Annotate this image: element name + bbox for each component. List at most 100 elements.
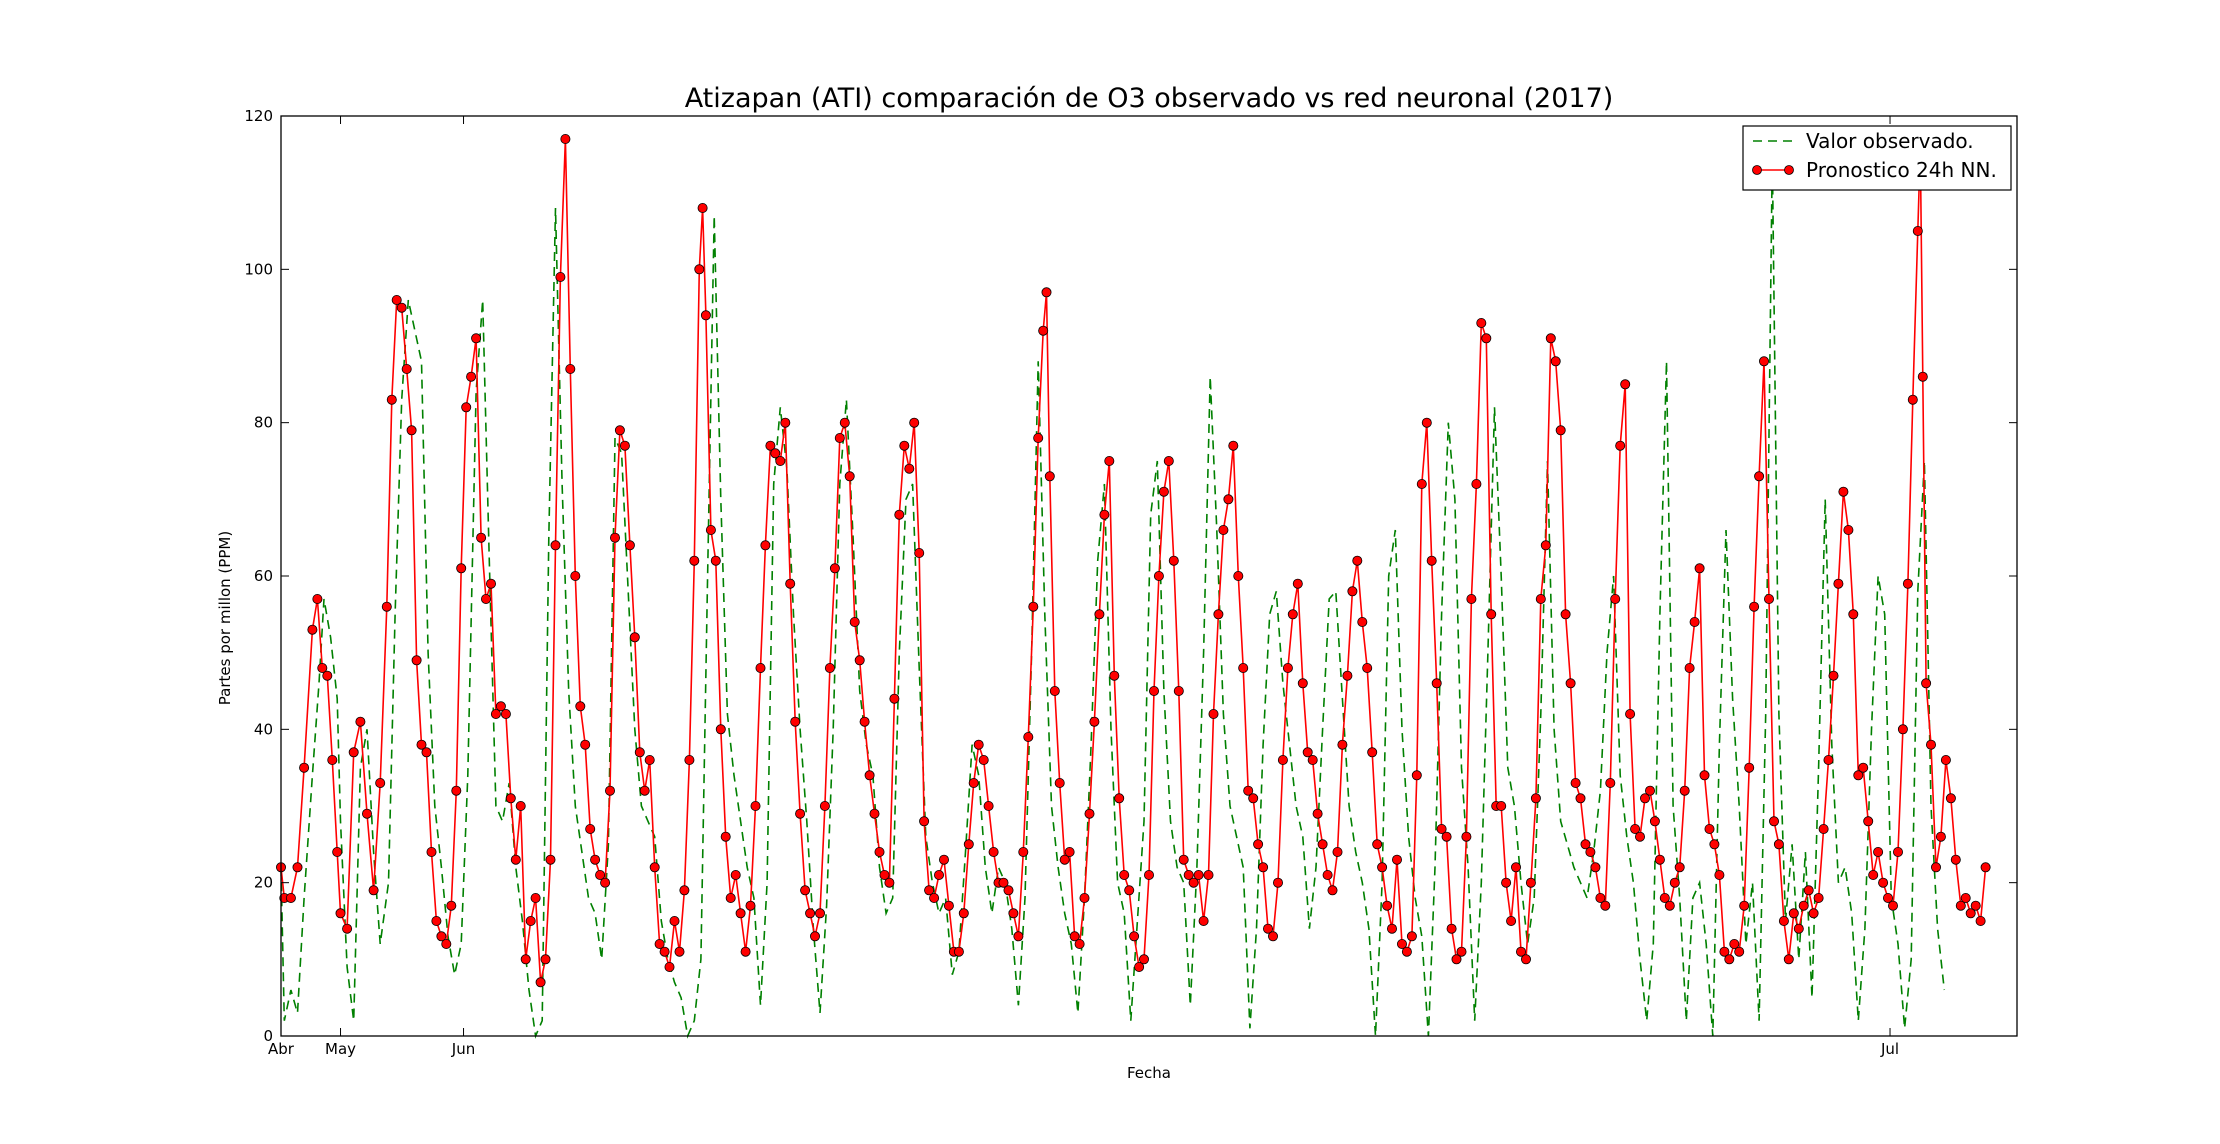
forecast-point xyxy=(1823,755,1834,766)
forecast-point xyxy=(1382,900,1393,911)
forecast-point xyxy=(1649,816,1660,827)
forecast-point xyxy=(1268,931,1279,942)
forecast-point xyxy=(1263,923,1274,934)
y-tick-label: 60 xyxy=(254,567,273,585)
forecast-point xyxy=(1277,755,1288,766)
forecast-point xyxy=(1033,432,1044,443)
forecast-point xyxy=(750,801,761,812)
forecast-point xyxy=(634,747,645,758)
forecast-point xyxy=(1838,486,1849,497)
forecast-point xyxy=(560,133,571,144)
forecast-point xyxy=(375,778,386,789)
forecast-point xyxy=(1013,931,1024,942)
legend-forecast-marker-right xyxy=(1784,165,1794,175)
forecast-point xyxy=(1764,594,1775,605)
forecast-point xyxy=(697,202,708,213)
forecast-point xyxy=(1560,609,1571,620)
forecast-point xyxy=(1858,762,1869,773)
forecast-point xyxy=(1446,923,1457,934)
forecast-point xyxy=(854,655,865,666)
forecast-point xyxy=(639,785,650,796)
forecast-point xyxy=(1501,877,1512,888)
forecast-point xyxy=(605,785,616,796)
forecast-point xyxy=(1041,287,1052,298)
forecast-point xyxy=(664,962,675,973)
forecast-point xyxy=(988,847,999,858)
forecast-point xyxy=(1625,709,1636,720)
forecast-point xyxy=(1783,954,1794,965)
forecast-point xyxy=(1605,778,1616,789)
forecast-point xyxy=(292,862,303,873)
forecast-point xyxy=(446,900,457,911)
forecast-point xyxy=(1912,225,1923,236)
forecast-point xyxy=(1008,908,1019,919)
legend-forecast-marker-left xyxy=(1752,165,1762,175)
ticks-layer: 0 20 40 60 80 100 120 Abr May Jun Jul xyxy=(244,107,2017,1058)
forecast-point xyxy=(780,417,791,428)
forecast-point xyxy=(1387,923,1398,934)
forecast-point xyxy=(829,563,840,574)
forecast-point xyxy=(1168,555,1179,566)
forecast-point xyxy=(1902,578,1913,589)
forecast-point xyxy=(1486,609,1497,620)
forecast-point xyxy=(1243,785,1254,796)
forecast-point xyxy=(1935,831,1946,842)
forecast-point xyxy=(1833,578,1844,589)
forecast-point xyxy=(1744,762,1755,773)
forecast-point xyxy=(644,755,655,766)
forecast-point xyxy=(1064,847,1075,858)
forecast-point xyxy=(381,601,392,612)
forecast-point xyxy=(1759,356,1770,367)
forecast-point xyxy=(899,440,910,451)
forecast-point xyxy=(411,655,422,666)
forecast-point xyxy=(684,755,695,766)
forecast-point xyxy=(1287,609,1298,620)
forecast-point xyxy=(1590,862,1601,873)
forecast-point xyxy=(869,808,880,819)
forecast-point xyxy=(1466,594,1477,605)
x-tick-label: Abr xyxy=(268,1040,295,1058)
forecast-point xyxy=(1883,893,1894,904)
forecast-point xyxy=(1049,686,1060,697)
forecast-point xyxy=(550,540,561,551)
forecast-point xyxy=(1921,678,1932,689)
forecast-point xyxy=(1689,617,1700,628)
forecast-point xyxy=(1044,471,1055,482)
forecast-point xyxy=(1645,785,1656,796)
forecast-point xyxy=(1451,954,1462,965)
forecast-point xyxy=(765,440,776,451)
forecast-point xyxy=(600,877,611,888)
forecast-point xyxy=(1124,885,1135,896)
forecast-point xyxy=(1808,908,1819,919)
forecast-point xyxy=(1342,670,1353,681)
forecast-point xyxy=(1431,678,1442,689)
forecast-point xyxy=(335,908,346,919)
forecast-point xyxy=(1038,325,1049,336)
forecast-point xyxy=(1218,525,1229,536)
forecast-point xyxy=(1615,440,1626,451)
forecast-point xyxy=(740,946,751,957)
forecast-point xyxy=(1079,893,1090,904)
forecast-point xyxy=(1565,678,1576,689)
x-axis-label: Fecha xyxy=(1127,1064,1171,1082)
forecast-point xyxy=(361,808,372,819)
forecast-point xyxy=(939,854,950,865)
forecast-point xyxy=(1940,755,1951,766)
forecast-point xyxy=(1476,317,1487,328)
forecast-point xyxy=(874,847,885,858)
forecast-point xyxy=(1888,900,1899,911)
forecast-point xyxy=(436,931,447,942)
forecast-point xyxy=(1253,839,1264,850)
forecast-point xyxy=(720,831,731,842)
forecast-point xyxy=(1312,808,1323,819)
forecast-point xyxy=(1699,770,1710,781)
series-forecast xyxy=(275,133,1991,988)
forecast-point xyxy=(1704,824,1715,835)
forecast-point xyxy=(1054,778,1065,789)
forecast-point xyxy=(614,425,625,436)
forecast-point xyxy=(1545,333,1556,344)
forecast-point xyxy=(1965,908,1976,919)
forecast-point xyxy=(461,402,472,413)
forecast-point xyxy=(1456,946,1467,957)
